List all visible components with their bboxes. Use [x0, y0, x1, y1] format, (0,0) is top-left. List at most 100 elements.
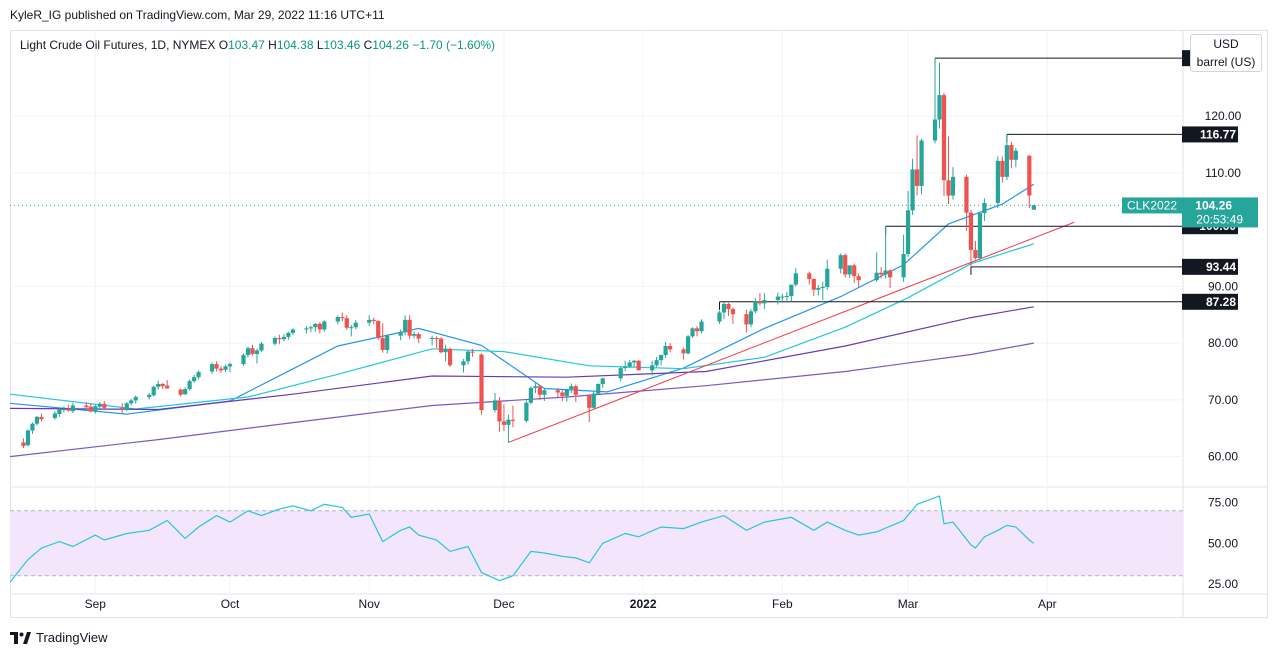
rsi-tick-label: 25.00 [1208, 577, 1238, 591]
candle-body [286, 332, 291, 337]
candle-body [30, 423, 35, 431]
legend-change: −1.70 (−1.60%) [412, 38, 496, 52]
candle-body [160, 383, 165, 387]
candle-body [784, 296, 789, 298]
candle-body [209, 364, 215, 372]
candle-body [910, 169, 915, 211]
candle-body [995, 160, 1000, 203]
candle-body [66, 408, 71, 411]
candle-body [52, 413, 58, 419]
candle-body [403, 319, 408, 333]
time-tick-label: Mar [898, 597, 919, 611]
candle-body [941, 95, 947, 181]
candle-body [340, 317, 345, 319]
candle-body [528, 387, 533, 403]
candle-body [21, 442, 26, 446]
candle-body [964, 176, 969, 213]
candle-body [937, 95, 942, 120]
currency-label[interactable]: USD [1213, 37, 1239, 51]
candle-body [730, 309, 736, 315]
candle-body [820, 286, 825, 289]
candle-body [470, 351, 475, 353]
candle-body [950, 176, 956, 196]
candle-body [533, 386, 538, 388]
candle-body [874, 272, 879, 281]
candle-body [775, 296, 780, 300]
candle-body [879, 272, 884, 275]
footer-brand[interactable]: TradingView [10, 630, 108, 645]
candle-body [61, 408, 66, 411]
candle-body [245, 348, 251, 356]
candle-body [843, 255, 848, 275]
candle-body [596, 383, 601, 394]
candle-body [371, 319, 376, 321]
candle-body [699, 321, 704, 332]
rsi-tick-label: 75.00 [1208, 496, 1238, 510]
countdown-label: 20:53:49 [1196, 212, 1243, 226]
candle-body [977, 213, 983, 258]
candle-body [497, 400, 502, 422]
candle-body [344, 318, 349, 328]
time-tick-label: Nov [359, 597, 380, 611]
candle-body [654, 360, 659, 366]
legend-high-value: 104.38 [276, 38, 314, 52]
ema50-line [9, 243, 1034, 410]
candle-body [412, 334, 417, 336]
candle-body [156, 383, 161, 387]
candle-body [789, 284, 794, 297]
candle-body [133, 397, 138, 401]
candle-body [932, 119, 938, 141]
candle-body [165, 385, 170, 389]
candle-body [663, 345, 668, 356]
candle-body [317, 323, 322, 330]
footer-brand-label: TradingView [36, 630, 108, 645]
candle-body [429, 338, 435, 340]
candle-body [308, 327, 313, 329]
candle-body [506, 419, 511, 425]
candle-body [70, 405, 75, 412]
candle-body [650, 365, 655, 371]
level-label: 87.28 [1206, 295, 1236, 309]
price-tick-label: 110.00 [1205, 166, 1241, 180]
ema100-line [9, 306, 1034, 411]
chart-legend: Light Crude Oil Futures, 1D, NYMEX O103.… [20, 38, 495, 52]
candle-body [443, 348, 448, 353]
candle-body [407, 319, 412, 336]
rsi-band [10, 510, 1183, 576]
candle-body [618, 368, 623, 379]
candle-body [811, 278, 816, 290]
rsi-tick-label: 50.00 [1208, 536, 1238, 550]
candle-body [84, 405, 89, 408]
candle-body [1009, 145, 1014, 160]
candle-body [905, 210, 911, 255]
publisher-line: KyleR_IG published on TradingView.com, M… [10, 8, 385, 22]
candle-body [569, 386, 574, 390]
measure-label[interactable]: barrel (US) [1196, 55, 1256, 69]
candle-body [120, 407, 125, 410]
candle-body [685, 336, 691, 354]
candle-body [560, 392, 565, 396]
candle-body [214, 364, 219, 369]
candle-body [667, 345, 673, 350]
candle-body [183, 389, 188, 395]
candle-body [681, 349, 686, 354]
candle-body [272, 338, 278, 344]
candle-body [883, 270, 888, 275]
candle-body [690, 328, 695, 337]
unit-selector[interactable]: USD barrel (US) [1190, 34, 1262, 72]
candle-body [537, 386, 542, 395]
candle-body [856, 276, 861, 281]
candle-body [259, 343, 264, 351]
candle-body [946, 180, 951, 196]
time-tick-label: Feb [772, 597, 793, 611]
legend-title: Light Crude Oil Futures, 1D, NYMEX [20, 38, 216, 52]
candle-body [757, 301, 763, 304]
candle-body [151, 386, 156, 396]
symbol-tag-box [1122, 197, 1182, 214]
candle-body [322, 321, 327, 330]
candle-body [335, 317, 340, 322]
last-price-box [1182, 197, 1258, 228]
candle-body [93, 406, 98, 412]
level-label: 116.77 [1200, 127, 1236, 141]
